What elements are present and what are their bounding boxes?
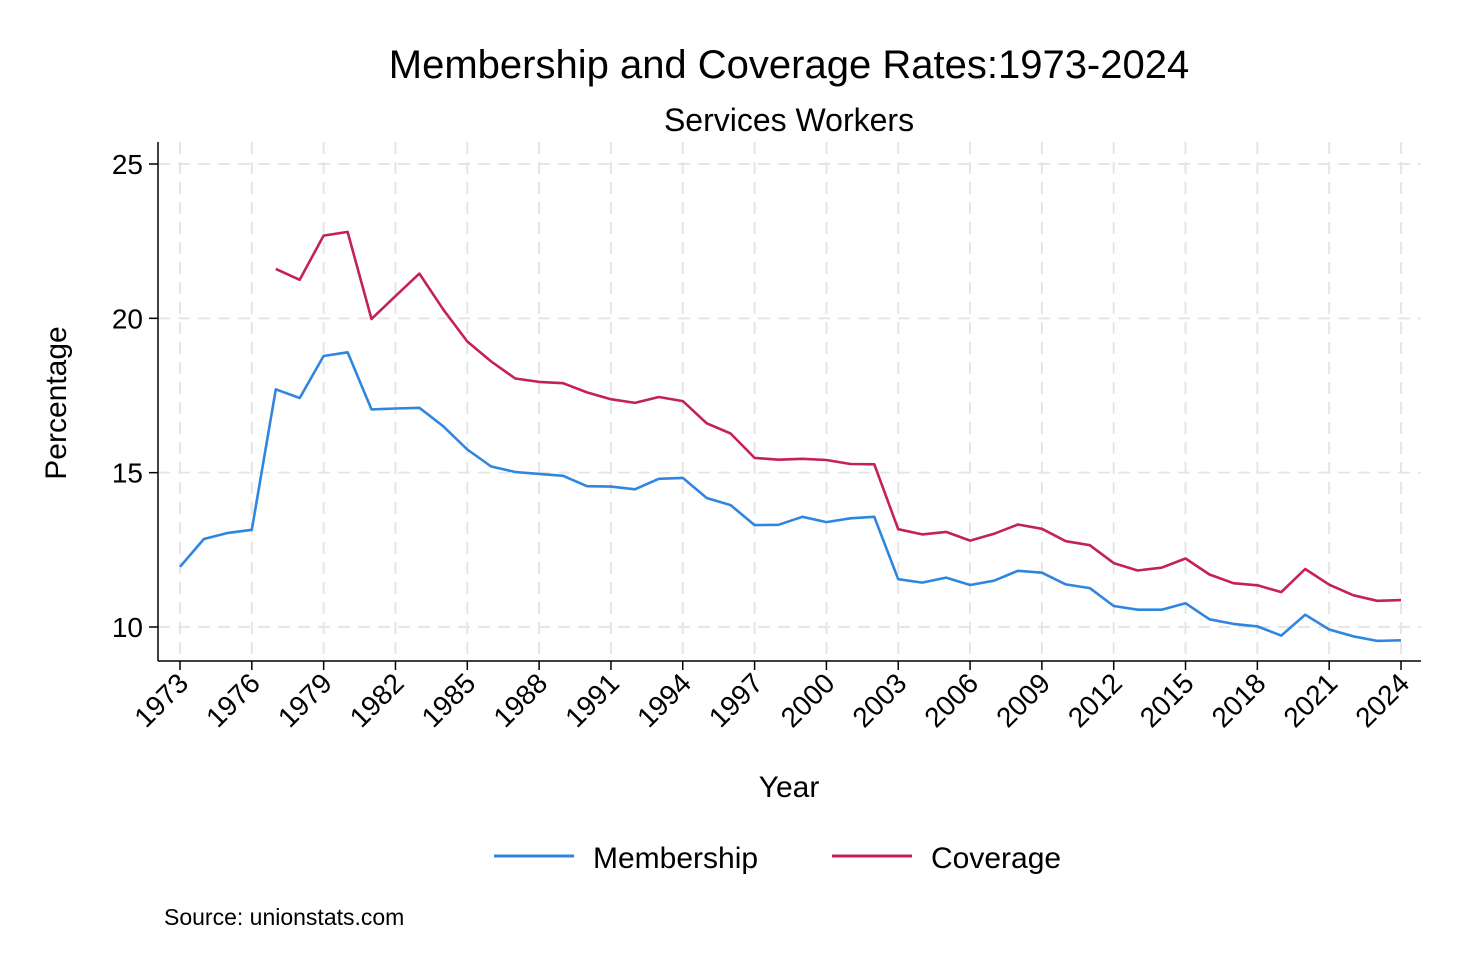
x-axis-label: Year [759,771,820,804]
source-note: Source: unionstats.com [164,904,404,930]
legend-label-membership: Membership [593,842,758,875]
x-tick-label-1985: 1985 [416,667,482,733]
x-tick-label-2003: 2003 [847,667,913,733]
x-tick-label-1997: 1997 [703,667,769,733]
x-tick-label-1982: 1982 [344,667,410,733]
y-tick-label-25: 25 [112,149,143,180]
series-lines [179,230,1402,643]
chart-subtitle: Services Workers [664,102,914,138]
x-tick-label-1973: 1973 [128,667,194,733]
x-tick-label-1994: 1994 [631,667,697,733]
legend-label-coverage: Coverage [931,842,1061,875]
chart-title: Membership and Coverage Rates:1973-2024 [389,43,1190,87]
x-tick-label-2006: 2006 [918,667,984,733]
x-tick-label-1991: 1991 [559,667,625,733]
x-tick-label-1979: 1979 [272,667,338,733]
series-line-coverage [275,230,1402,603]
x-tick-label-1988: 1988 [487,667,553,733]
x-tick-label-2000: 2000 [775,667,841,733]
x-tick-label-2015: 2015 [1134,667,1200,733]
series-line-membership [179,350,1402,643]
x-tick-label-1976: 1976 [200,667,266,733]
axes [157,142,1421,662]
y-tick-label-10: 10 [112,612,143,643]
y-tick-label-15: 15 [112,458,143,489]
grid [158,142,1421,661]
y-axis-label: Percentage [40,326,73,479]
legend: Membership Coverage [494,842,1061,875]
x-tick-label-2021: 2021 [1277,667,1343,733]
x-tick-label-2012: 2012 [1062,667,1128,733]
x-tick-label-2024: 2024 [1349,667,1415,733]
y-tick-label-20: 20 [112,303,143,334]
x-tick-label-2009: 2009 [990,667,1056,733]
x-tick-label-2018: 2018 [1206,667,1272,733]
ticks: 10 15 20 25 1973 1976 1979 1982 1985 1988 1991 1994… [112,149,1415,733]
